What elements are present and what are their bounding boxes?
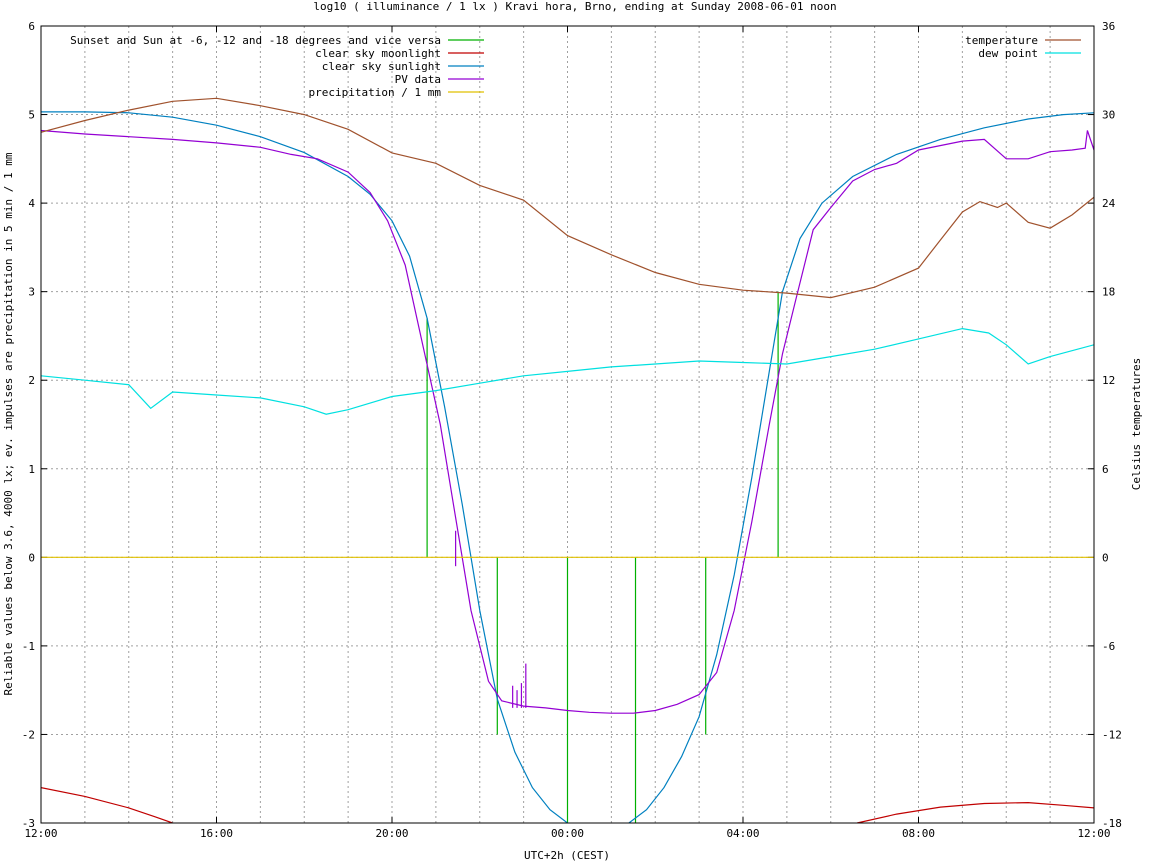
- plot-frame: [40, 25, 1095, 824]
- y-tick-label: -3: [22, 817, 35, 830]
- left-axis-ticks: -3 -2 -1 0 1 2 3 4 5 6: [22, 20, 47, 830]
- y2-tick-label: -12: [1102, 728, 1122, 741]
- y2-tick-label: 6: [1102, 463, 1109, 476]
- y-tick-label: 6: [28, 20, 35, 33]
- y2-tick-label: 0: [1102, 551, 1109, 564]
- series-clear-sky-sunlight-line: [41, 111, 568, 823]
- series-dew-point-line: [41, 327, 1094, 415]
- y2-tick-label: -18: [1102, 817, 1122, 830]
- chart-title: log10 ( illuminance / 1 lx ) Kravi hora,…: [313, 0, 836, 13]
- series-clear-sky-moonlight-line: [41, 787, 173, 823]
- legend-label: precipitation / 1 mm: [309, 86, 442, 99]
- series-pv-data-line: [41, 129, 1094, 714]
- x-tick-label: 12:00: [24, 827, 57, 840]
- legend-label: PV data: [395, 73, 441, 86]
- right-axis-ticks: -18 -12 -6 0 6 12 18 24 30 36: [1088, 20, 1122, 830]
- y-tick-label: 2: [28, 374, 35, 387]
- x-axis-label: UTC+2h (CEST): [524, 849, 610, 862]
- y-tick-label: 3: [28, 286, 35, 299]
- y2-axis-label: Celsius temperatures: [1130, 358, 1143, 490]
- y-tick-label: 1: [28, 463, 35, 476]
- series-group: [41, 97, 1094, 823]
- legend-label: Sunset and Sun at -6, -12 and -18 degree…: [70, 34, 441, 47]
- x-tick-label: 16:00: [200, 827, 233, 840]
- y2-tick-label: 12: [1102, 374, 1115, 387]
- legend-label: clear sky moonlight: [315, 47, 441, 60]
- x-axis-ticks: 12:00 16:00 20:00 00:00 04:00 08:00 12:00: [24, 26, 1111, 840]
- y2-tick-label: -6: [1102, 640, 1115, 653]
- y-tick-label: 4: [28, 197, 35, 210]
- y2-tick-label: 36: [1102, 20, 1115, 33]
- y-tick-label: -1: [22, 640, 35, 653]
- x-tick-label: 00:00: [551, 827, 584, 840]
- legend-label: temperature: [965, 34, 1038, 47]
- series-clear-sky-sunlight-line-2: [628, 112, 1094, 823]
- x-tick-label: 20:00: [375, 827, 408, 840]
- y-tick-label: 5: [28, 109, 35, 122]
- series-clear-sky-moonlight-line-2: [856, 801, 1094, 823]
- y2-tick-label: 30: [1102, 109, 1115, 122]
- y-axis-label: Reliable values below 3.6, 4000 lx; ev. …: [2, 152, 15, 695]
- legend-label: dew point: [978, 47, 1038, 60]
- y2-tick-label: 24: [1102, 197, 1116, 210]
- x-tick-label: 08:00: [902, 827, 935, 840]
- y-tick-label: -2: [22, 728, 35, 741]
- x-tick-label: 04:00: [726, 827, 759, 840]
- y-tick-label: 0: [28, 551, 35, 564]
- series-temperature-line: [41, 97, 1094, 299]
- x-tick-label: 12:00: [1077, 827, 1110, 840]
- legend-left: Sunset and Sun at -6, -12 and -18 degree…: [70, 34, 484, 99]
- y2-tick-label: 18: [1102, 286, 1115, 299]
- legend-label: clear sky sunlight: [322, 60, 441, 73]
